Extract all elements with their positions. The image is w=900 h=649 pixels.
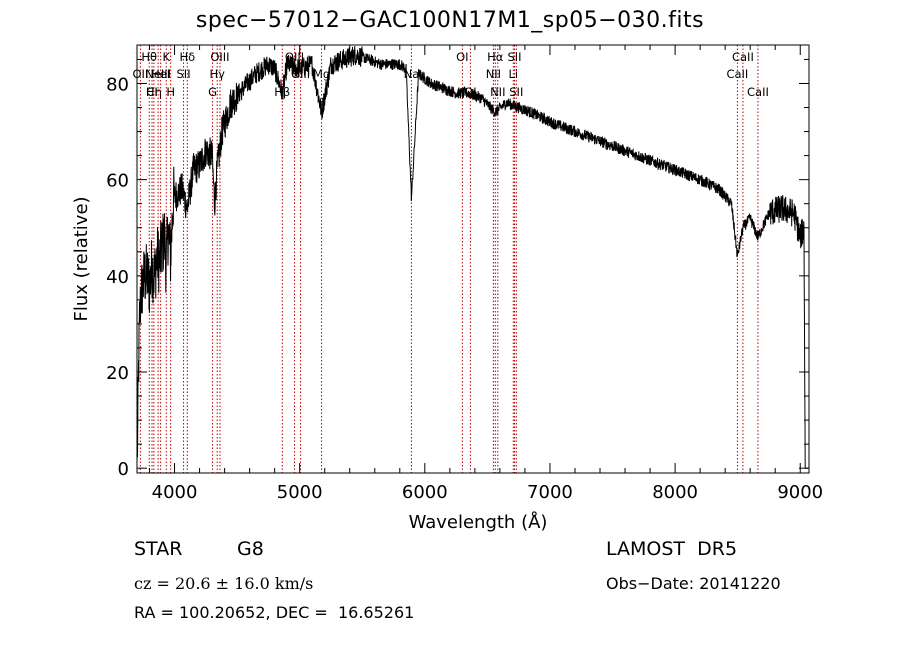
x-tick-label: 7000	[527, 482, 573, 503]
line-label: Hδ	[179, 50, 195, 64]
y-tick-label: 60	[106, 171, 129, 192]
x-axis-label: Wavelength (Å)	[409, 511, 548, 533]
y-tick-label: 40	[106, 267, 129, 288]
observation-date: Obs−Date: 20141220	[606, 574, 781, 593]
line-label: CaII	[747, 85, 769, 99]
line-label: SII	[507, 50, 521, 64]
line-label: Hγ	[209, 67, 225, 81]
x-tick-label: 4000	[152, 482, 198, 503]
line-label: Hθ	[141, 50, 157, 64]
ra-dec-coordinates: RA = 100.20652, DEC = 16.65261	[134, 603, 415, 622]
line-label: Hα	[487, 50, 504, 64]
y-axis-label: Flux (relative)	[71, 196, 92, 321]
line-label: NII	[486, 67, 501, 81]
line-label: SII	[509, 85, 523, 99]
line-label: OI	[456, 50, 468, 64]
line-label: OIII	[291, 67, 310, 81]
line-label: SII	[177, 67, 191, 81]
line-label: OI	[464, 85, 476, 99]
plot-frame	[136, 44, 810, 474]
line-label: H	[166, 85, 175, 99]
line-label: Hη	[146, 85, 162, 99]
line-label: G	[208, 85, 217, 99]
line-label: OIII	[285, 50, 304, 64]
line-label: CaII	[726, 67, 748, 81]
x-tick-label: 9000	[777, 482, 823, 503]
x-tick-label: 5000	[277, 482, 323, 503]
object-subclass: G8	[237, 538, 264, 560]
line-label: NII	[490, 85, 505, 99]
line-label: OIII	[210, 50, 229, 64]
y-tick-label: 20	[106, 363, 129, 384]
line-label: K	[163, 50, 171, 64]
chart-title: spec−57012−GAC100N17M1_sp05−030.fits	[195, 8, 705, 33]
line-label: OII	[132, 67, 148, 81]
x-tick-label: 8000	[652, 482, 698, 503]
redshift-cz: cz = 20.6 ± 16.0 km/s	[134, 574, 314, 593]
line-label: Li	[508, 67, 518, 81]
line-label: NeIII	[145, 67, 171, 81]
line-label: Hβ	[274, 85, 290, 99]
spectrum-line	[136, 46, 808, 469]
line-label: CI	[146, 85, 157, 99]
line-label: HeI	[151, 67, 170, 81]
survey-label: LAMOST DR5	[606, 538, 738, 560]
x-tick-label: 6000	[402, 482, 448, 503]
line-label: Na	[404, 67, 420, 81]
line-label: CaII	[732, 50, 754, 64]
y-tick-label: 0	[118, 459, 129, 480]
object-class: STAR	[134, 538, 183, 560]
line-label: Mg	[313, 67, 330, 81]
y-tick-label: 80	[106, 74, 129, 95]
